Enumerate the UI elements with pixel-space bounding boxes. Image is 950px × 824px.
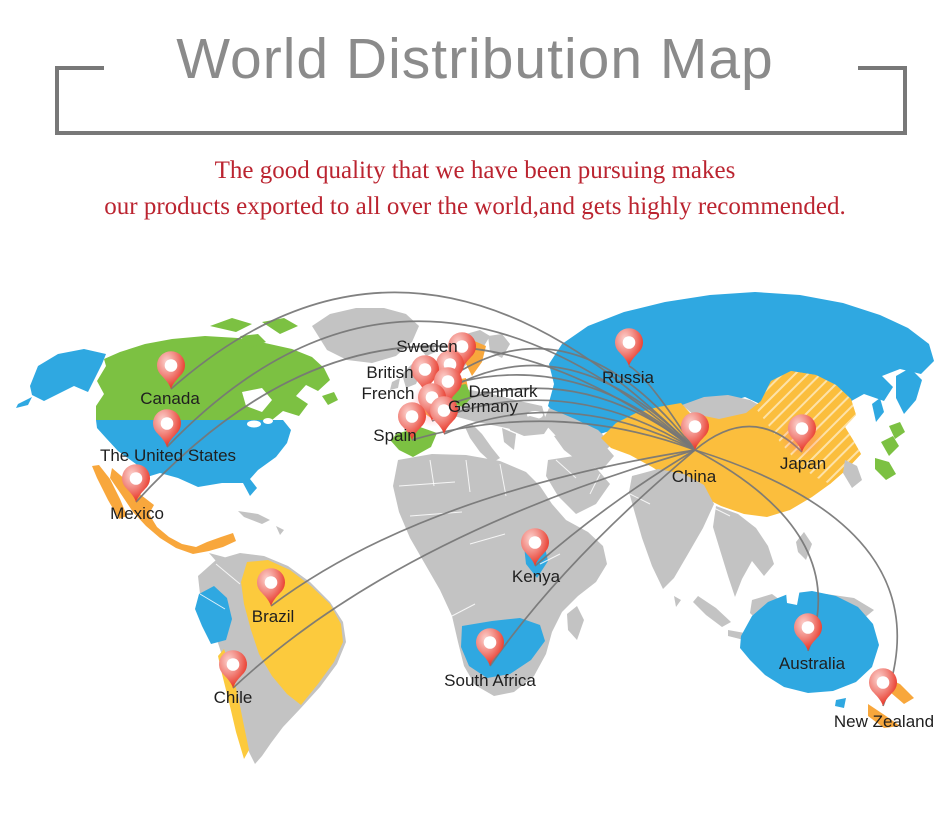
map-label-germany: Germany	[448, 397, 518, 416]
region-ireland	[390, 378, 400, 390]
map-label-british: British	[366, 363, 413, 382]
labels-layer: Canada The United States Mexico Brazil Chile…	[100, 337, 934, 731]
region-cuba	[238, 511, 270, 524]
region-sakhalin	[872, 398, 884, 422]
region-peru	[195, 586, 232, 644]
route-arc-spain	[411, 420, 696, 451]
region-japan-kyushu	[875, 458, 896, 480]
region-newfoundland	[322, 392, 338, 405]
region-spain	[391, 427, 437, 457]
map-label-canada: Canada	[140, 389, 200, 408]
region-japan-honshu	[881, 436, 899, 456]
region-new-zealand-south	[868, 704, 900, 728]
route-arc-kenya	[534, 449, 696, 567]
page-subtitle: The good quality that we have been pursu…	[0, 153, 950, 225]
region-russia	[548, 292, 934, 434]
region-canada-arctic-1	[210, 318, 252, 332]
region-korea	[843, 460, 862, 488]
map-pin-new-zealand	[869, 668, 897, 706]
region-balkans	[502, 428, 516, 450]
region-caribbean	[276, 526, 284, 535]
map-label-chile: Chile	[214, 688, 253, 707]
map-label-sweden: Sweden	[396, 337, 457, 356]
region-united-states	[96, 420, 291, 496]
route-arc-germany	[443, 411, 696, 451]
region-canada-arctic-2	[262, 318, 298, 334]
route-arc-canada	[170, 291, 696, 451]
region-mexico	[110, 468, 236, 554]
great-lakes-2	[263, 418, 273, 424]
distribution-arcs-layer	[135, 291, 898, 707]
region-japan-hokkaido	[889, 422, 905, 439]
map-label-kenya: Kenya	[512, 567, 561, 586]
region-kamchatka	[896, 368, 922, 414]
subtitle-line-1: The good quality that we have been pursu…	[214, 157, 736, 184]
region-sri-lanka	[674, 596, 681, 607]
route-arc-south-africa	[489, 449, 696, 667]
title-frame-tick-right	[858, 66, 907, 70]
map-label-japan: Japan	[780, 454, 826, 473]
route-arc-brazil	[270, 449, 696, 607]
country-borders-layer	[199, 459, 731, 617]
title-frame	[55, 66, 907, 135]
map-label-australia: Australia	[779, 654, 846, 673]
region-mexico-baja	[92, 465, 127, 519]
region-arabia	[546, 456, 610, 514]
map-label-united-states: The United States	[100, 446, 236, 465]
continents-layer	[16, 292, 934, 764]
map-label-denmark: Denmark	[469, 382, 538, 401]
region-madagascar	[567, 606, 584, 640]
region-india	[629, 469, 714, 589]
route-arc-chile	[232, 449, 696, 689]
title-frame-tick-left	[55, 66, 104, 70]
subtitle-line-2: our products exported to all over the wo…	[104, 193, 846, 220]
map-label-russia: Russia	[602, 368, 655, 387]
region-alaska-tail	[16, 397, 32, 408]
route-arc-sweden	[461, 347, 696, 451]
region-canada-arctic-3	[240, 334, 266, 348]
world-map: Canada The United States Mexico Brazil Chile…	[16, 291, 934, 764]
route-arc-new-zealand	[694, 449, 898, 707]
map-label-french: French	[362, 384, 415, 403]
route-arc-denmark	[447, 387, 696, 451]
map-label-china: China	[672, 467, 717, 486]
region-canada	[96, 336, 330, 420]
region-southeast-asia	[713, 506, 774, 597]
map-label-spain: Spain	[373, 426, 416, 445]
map-label-new-zealand: New Zealand	[834, 712, 934, 731]
map-label-south-africa: South Africa	[444, 671, 536, 690]
region-sumatra	[693, 596, 731, 627]
great-lakes	[247, 420, 261, 428]
map-label-brazil: Brazil	[252, 607, 295, 626]
route-arc-europe-extra	[449, 364, 696, 451]
gulf-of-carpentaria	[786, 589, 800, 605]
region-italy	[465, 424, 500, 463]
route-arc-french	[431, 399, 696, 451]
region-alaska	[30, 349, 106, 401]
region-iran	[554, 430, 614, 470]
region-africa	[393, 454, 607, 696]
region-tasmania	[835, 698, 846, 708]
map-label-mexico: Mexico	[110, 504, 164, 523]
page-title: World Distribution Map	[176, 27, 774, 91]
